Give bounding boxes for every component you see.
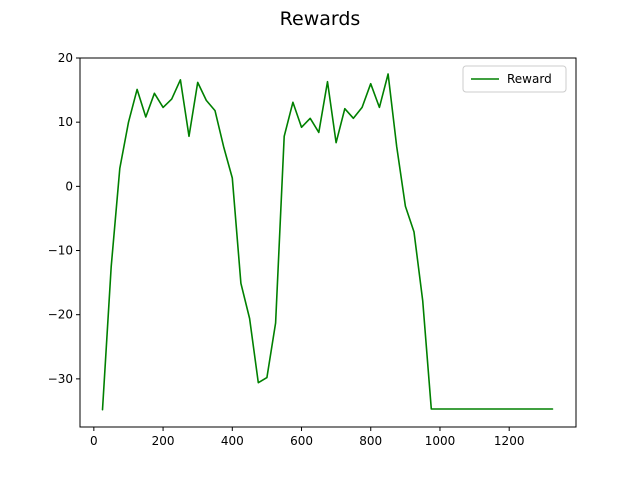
axes-frame <box>79 57 577 428</box>
x-tick-label: 0 <box>90 434 98 448</box>
plot-area <box>79 57 577 428</box>
y-tick-label: 10 <box>58 115 73 129</box>
x-tick-label: 400 <box>221 434 244 448</box>
y-axis: −30 −20 −10 0 10 20 <box>48 51 80 386</box>
legend-label: Reward <box>507 72 552 86</box>
y-tick-label: −20 <box>48 308 73 322</box>
legend: Reward <box>462 65 567 93</box>
legend-box <box>462 65 567 93</box>
series-line-reward <box>101 73 554 411</box>
x-tick-label: 1200 <box>494 434 525 448</box>
y-tick-label: 0 <box>65 179 73 193</box>
x-tick-label: 1000 <box>425 434 456 448</box>
x-tick-label: 600 <box>290 434 313 448</box>
y-tick-label: 20 <box>58 51 73 65</box>
x-tick-label: 800 <box>359 434 382 448</box>
chart-title: Rewards <box>280 8 361 30</box>
y-tick-label: −10 <box>48 244 73 258</box>
series-layer <box>101 73 554 411</box>
x-axis: 0 200 400 600 800 1000 1200 <box>90 427 524 448</box>
x-tick-label: 200 <box>152 434 175 448</box>
y-tick-label: −30 <box>48 372 73 386</box>
